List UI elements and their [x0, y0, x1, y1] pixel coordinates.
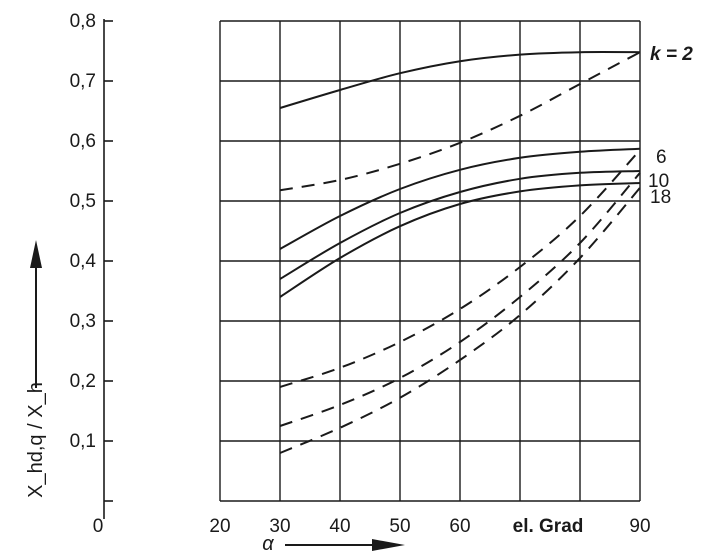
x-tick-label-90: 90 [629, 516, 650, 537]
curve-solid-k2 [279, 51, 641, 109]
y-tick-label-6: 0,6 [70, 131, 96, 152]
curves-group [279, 51, 641, 454]
plot-grid: 20 30 40 50 60 90 [209, 20, 651, 537]
x-axis-title-group: α [262, 533, 405, 554]
curve-label-18: 18 [650, 187, 671, 208]
x-tick-label-20: 20 [209, 516, 230, 537]
y-axis-title-group: X_hd,q / X_h [25, 240, 47, 498]
y-axis: 0,1 0,2 0,3 0,4 0,5 0,6 0,7 0,8 [70, 11, 113, 519]
y-tick-label-3: 0,3 [70, 311, 96, 332]
curve-solid-18 [279, 182, 641, 298]
y-tick-label-2: 0,2 [70, 371, 96, 392]
y-tick-label-1: 0,1 [70, 431, 96, 452]
curve-label-10: 10 [648, 171, 669, 192]
y-tick-label-5: 0,5 [70, 191, 96, 212]
y-tick-label-4: 0,4 [70, 251, 97, 272]
x-axis-title: α [262, 533, 274, 554]
x-tick-label-50: 50 [389, 516, 410, 537]
curve-dashed-k2 [279, 51, 641, 192]
y-axis-title: X_hd,q / X_h [25, 382, 47, 498]
x-tick-label-30: 30 [269, 516, 290, 537]
curve-dashed-18 [279, 187, 641, 454]
x-tick-label-60: 60 [449, 516, 470, 537]
curve-label-6: 6 [656, 147, 667, 168]
y-tick-label-7: 0,7 [70, 71, 96, 92]
k-curve-label: k = 2 [650, 44, 693, 65]
y-axis-arrowhead [30, 240, 42, 268]
curve-dashed-10 [279, 172, 641, 427]
curve-solid-10 [279, 170, 641, 280]
labels-group: k = 2 6 10 18 el. Grad 0 [93, 44, 694, 537]
x-tick-label-40: 40 [329, 516, 350, 537]
x-axis-arrowhead [372, 539, 405, 551]
y-tick-label-8: 0,8 [70, 11, 96, 32]
y-zero-label: 0 [93, 516, 104, 537]
curve-solid-6 [279, 147, 641, 250]
x-unit-label: el. Grad [513, 516, 584, 537]
